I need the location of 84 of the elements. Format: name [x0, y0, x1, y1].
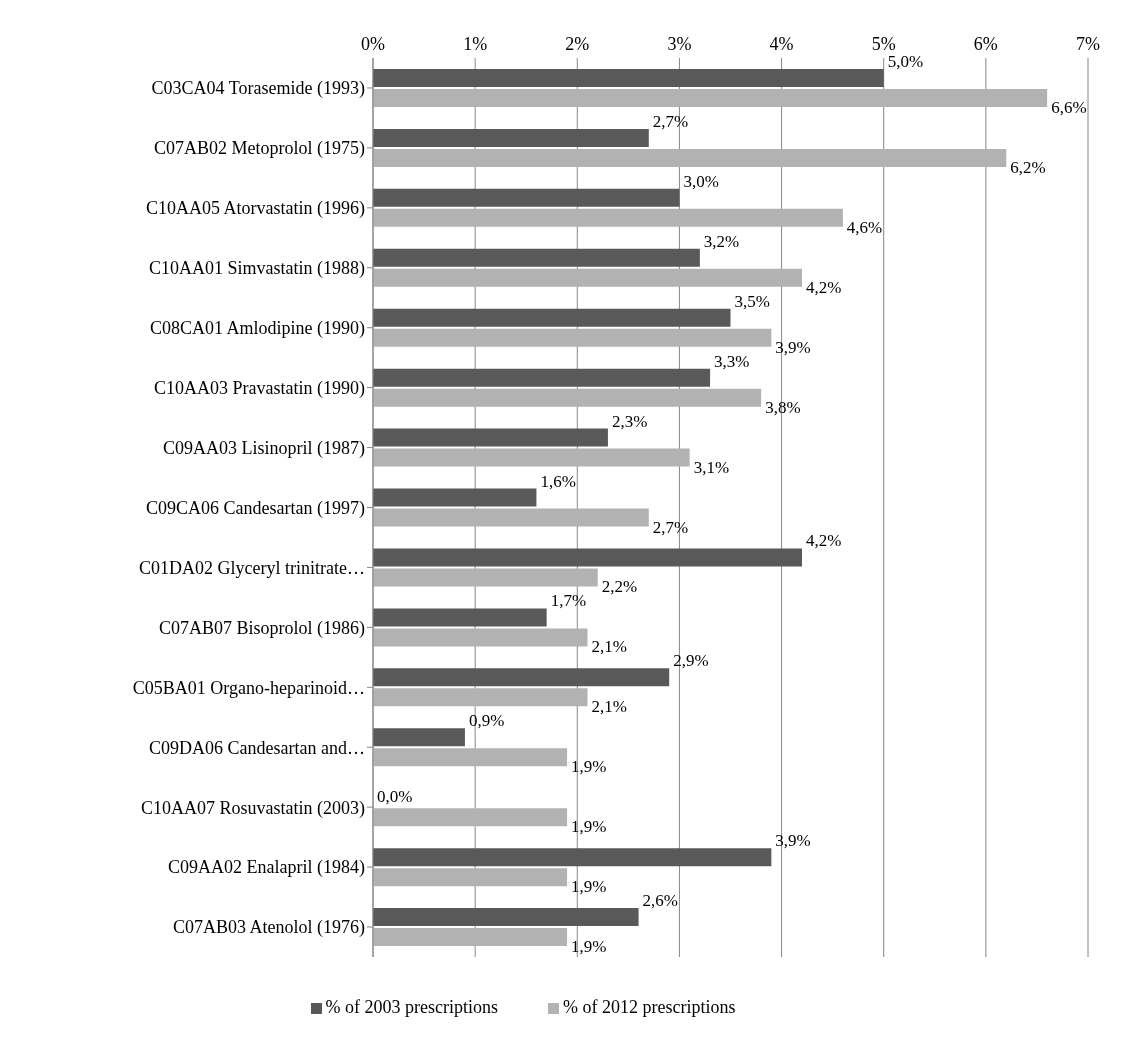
y-tick-label: C10AA01 Simvastatin (1988)	[149, 258, 365, 280]
y-tick-label: C07AB03 Atenolol (1976)	[173, 917, 365, 939]
x-tick-label: 4%	[769, 34, 794, 54]
data-label: 4,2%	[806, 531, 842, 551]
bar	[373, 488, 537, 507]
bar	[373, 568, 598, 587]
bar	[373, 268, 802, 287]
bar	[373, 368, 711, 387]
y-tick-label: C09CA06 Candesartan (1997)	[146, 497, 365, 519]
data-label: 2,3%	[611, 411, 648, 431]
x-tick-label: 5%	[871, 34, 896, 54]
legend-label: % of 2003 prescriptions	[325, 997, 498, 1017]
bar	[373, 728, 465, 747]
data-label: 4,2%	[806, 277, 842, 297]
y-tick-label: C03CA04 Torasemide (1993)	[151, 78, 365, 100]
data-label: 1,9%	[571, 817, 607, 837]
y-tick-label: C10AA07 Rosuvastatin (2003)	[141, 797, 365, 819]
bar	[373, 308, 731, 327]
bar	[373, 148, 1007, 167]
y-tick-label: C05BA01 Organo-heparinoid…	[132, 677, 365, 698]
bar	[373, 448, 690, 467]
y-tick-label: C07AB02 Metoprolol (1975)	[154, 138, 365, 160]
bar	[373, 89, 1048, 107]
data-label: 1,6%	[540, 471, 576, 491]
data-label: 2,6%	[642, 891, 678, 911]
x-tick-label: 7%	[1076, 34, 1100, 54]
x-tick-label: 2%	[565, 34, 590, 54]
data-label: 2,7%	[652, 111, 689, 131]
x-tick-label: 6%	[973, 34, 998, 54]
x-tick-label: 3%	[667, 34, 692, 54]
bar	[373, 688, 588, 707]
y-tick-label: C08CA01 Amlodipine (1990)	[150, 318, 365, 340]
data-label: 3,1%	[693, 457, 730, 477]
data-label: 2,2%	[601, 577, 638, 597]
data-label: 2,1%	[591, 697, 627, 717]
data-label: 5,0%	[887, 52, 924, 71]
data-label: 3,0%	[683, 171, 719, 191]
bar	[373, 608, 547, 627]
data-label: 1,7%	[550, 591, 587, 611]
bar	[373, 208, 843, 227]
data-label: 1,9%	[571, 937, 607, 957]
data-label: 0,9%	[468, 711, 505, 731]
bar	[373, 548, 802, 567]
bar	[373, 328, 772, 347]
bar	[373, 668, 670, 687]
data-label: 2,7%	[652, 517, 689, 537]
bar	[373, 508, 649, 527]
bar	[373, 188, 680, 207]
bar	[373, 69, 884, 87]
data-label: 0,0%	[377, 787, 413, 807]
y-tick-label: C01DA02 Glyceryl trinitrate…	[139, 557, 365, 578]
y-tick-label: C09AA03 Lisinopril (1987)	[163, 437, 365, 459]
bar	[373, 848, 772, 867]
y-tick-label: C10AA03 Pravastatin (1990)	[154, 378, 365, 400]
data-label: 6,6%	[1051, 98, 1087, 117]
x-tick-label: 0%	[361, 34, 385, 54]
data-label: 1,9%	[571, 877, 607, 897]
data-label: 3,5%	[734, 291, 770, 311]
data-label: 1,9%	[571, 757, 607, 777]
data-label: 4,6%	[846, 217, 883, 237]
legend-label: % of 2012 prescriptions	[563, 997, 736, 1017]
y-tick-label: C10AA05 Atorvastatin (1996)	[146, 198, 365, 220]
data-label: 6,2%	[1010, 157, 1046, 177]
data-label: 2,9%	[673, 651, 709, 671]
bar	[373, 928, 568, 947]
y-tick-label: C09DA06 Candesartan and…	[149, 737, 365, 758]
bar	[373, 748, 568, 767]
y-tick-label: C09AA02 Enalapril (1984)	[168, 857, 365, 879]
data-label: 2,1%	[591, 637, 627, 657]
bar	[373, 808, 568, 827]
data-label: 3,3%	[714, 351, 750, 371]
y-tick-label: C07AB07 Bisoprolol (1986)	[158, 617, 365, 639]
x-tick-label: 1%	[463, 34, 488, 54]
bar	[373, 248, 700, 267]
bar	[373, 868, 568, 887]
bar	[373, 388, 762, 407]
data-label: 3,9%	[775, 337, 811, 357]
data-label: 3,9%	[775, 831, 811, 851]
bar	[373, 628, 588, 647]
bar	[373, 428, 608, 447]
data-label: 3,8%	[765, 397, 801, 417]
bar	[373, 128, 649, 147]
bar	[373, 908, 639, 927]
data-label: 3,2%	[703, 231, 740, 251]
